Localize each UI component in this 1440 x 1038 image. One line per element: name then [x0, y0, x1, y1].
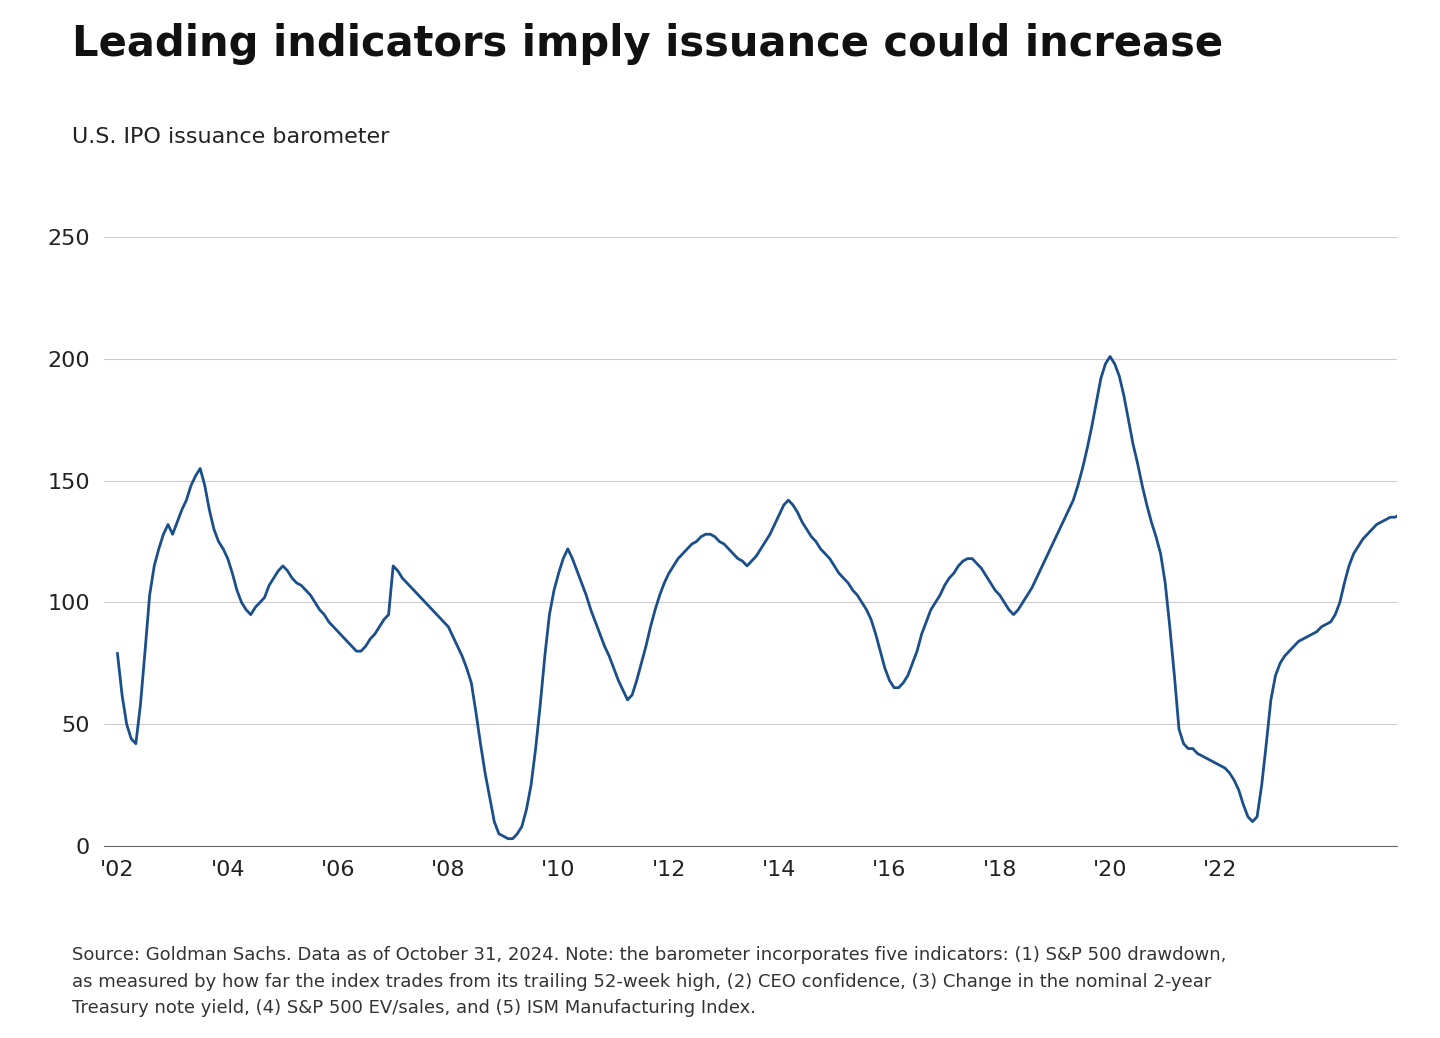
Text: Leading indicators imply issuance could increase: Leading indicators imply issuance could … [72, 23, 1223, 64]
Text: Source: Goldman Sachs. Data as of October 31, 2024. Note: the barometer incorpor: Source: Goldman Sachs. Data as of Octobe… [72, 947, 1227, 1017]
Text: U.S. IPO issuance barometer: U.S. IPO issuance barometer [72, 127, 389, 146]
